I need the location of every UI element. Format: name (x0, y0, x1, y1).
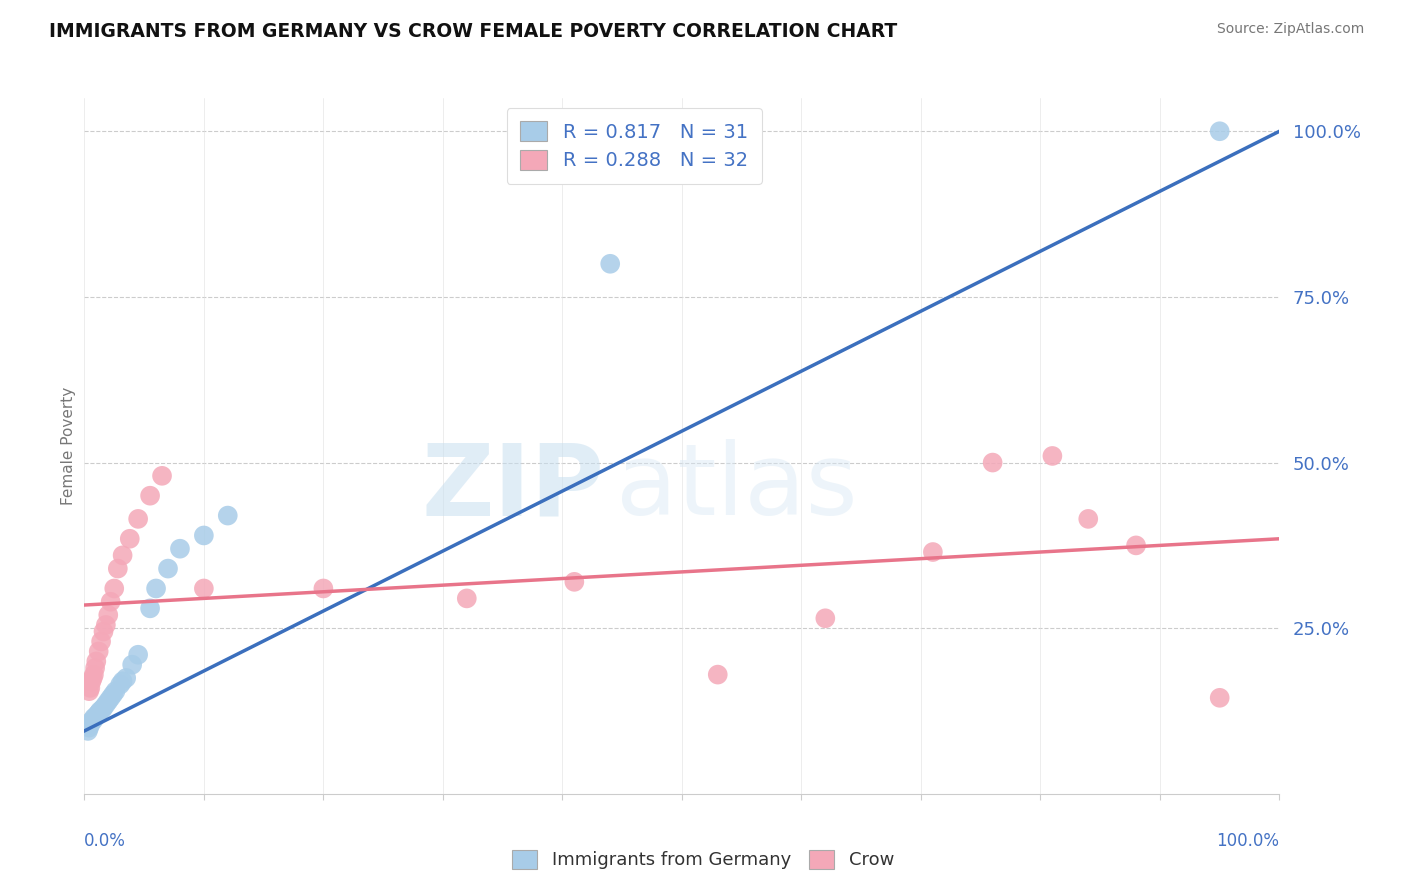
Text: Source: ZipAtlas.com: Source: ZipAtlas.com (1216, 22, 1364, 37)
Point (82, 714, 104, 728)
Point (101, 688, 124, 702)
Text: 100.0%: 100.0% (1216, 832, 1279, 850)
Point (139, 489, 162, 503)
Point (157, 561, 180, 575)
Y-axis label: Female Poverty: Female Poverty (60, 387, 76, 505)
Point (79, 717, 101, 731)
Point (107, 561, 129, 575)
Point (145, 582, 167, 596)
Point (97, 694, 120, 708)
Point (82, 671, 104, 685)
Point (104, 684, 127, 698)
Point (86, 707, 108, 722)
Text: IMMIGRANTS FROM GERMANY VS CROW FEMALE POVERTY CORRELATION CHART: IMMIGRANTS FROM GERMANY VS CROW FEMALE P… (49, 22, 897, 41)
Point (83, 711, 105, 725)
Point (127, 648, 149, 662)
Point (111, 674, 134, 689)
Point (84, 711, 107, 725)
Point (87, 644, 110, 658)
Point (981, 456, 1004, 470)
Point (169, 541, 191, 556)
Text: 0.0%: 0.0% (84, 832, 127, 850)
Point (90, 634, 112, 648)
Point (100, 690, 122, 705)
Point (97, 607, 120, 622)
Point (79, 681, 101, 695)
Point (1125, 538, 1147, 552)
Point (115, 671, 138, 685)
Point (77, 721, 100, 735)
Point (193, 528, 215, 542)
Point (118, 532, 141, 546)
Point (100, 595, 122, 609)
Point (93, 624, 115, 639)
Text: ZIP: ZIP (422, 439, 605, 536)
Point (217, 508, 239, 523)
Point (150, 468, 173, 483)
Legend: R = 0.817   N = 31, R = 0.288   N = 32: R = 0.817 N = 31, R = 0.288 N = 32 (506, 108, 762, 184)
Text: atlas: atlas (616, 439, 858, 536)
Point (121, 657, 143, 672)
Point (1209, 124, 1232, 138)
Point (87, 706, 110, 720)
Point (707, 667, 730, 681)
Point (922, 545, 945, 559)
Point (599, 257, 621, 271)
Point (77, 723, 100, 738)
Point (127, 512, 149, 526)
Point (93, 700, 115, 714)
Point (1209, 690, 1232, 705)
Point (77, 684, 100, 698)
Point (83, 667, 105, 681)
Point (110, 677, 132, 691)
Point (193, 582, 215, 596)
Point (80, 674, 103, 689)
Point (1077, 512, 1099, 526)
Point (456, 591, 478, 606)
Point (91, 702, 114, 716)
Point (814, 611, 837, 625)
Point (94, 618, 117, 632)
Point (86, 654, 108, 668)
Point (80, 714, 103, 728)
Point (94, 698, 117, 712)
Point (84, 661, 107, 675)
Point (103, 582, 125, 596)
Point (89, 704, 111, 718)
Point (111, 549, 134, 563)
Point (564, 574, 586, 589)
Point (139, 601, 162, 615)
Point (86, 708, 108, 723)
Point (312, 582, 335, 596)
Point (1042, 449, 1064, 463)
Legend: Immigrants from Germany, Crow: Immigrants from Germany, Crow (503, 841, 903, 879)
